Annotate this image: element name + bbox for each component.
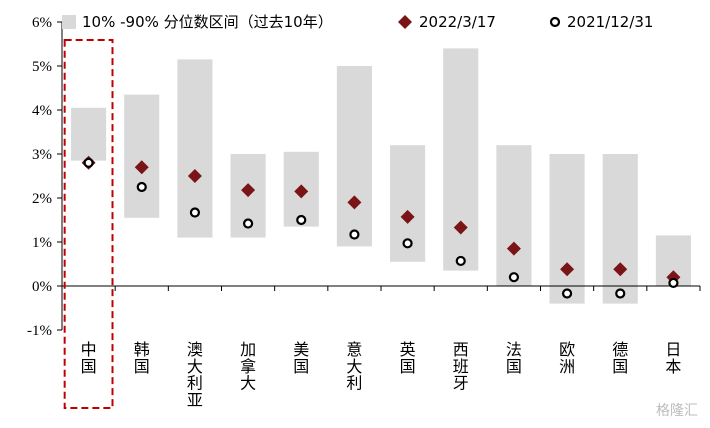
- y-tick-label: -1%: [27, 323, 52, 339]
- circle-point: [189, 207, 201, 218]
- range-bars: [71, 48, 691, 304]
- watermark: 格隆汇: [656, 403, 698, 419]
- legend-swatch-range: [62, 15, 76, 29]
- circle-point: [83, 157, 94, 168]
- y-tick-label: 3%: [32, 147, 52, 163]
- circle-point: [136, 181, 147, 193]
- diamond-point: [453, 220, 468, 235]
- diamond-point: [187, 169, 202, 183]
- circle-point: [402, 238, 413, 249]
- y-tick-label: 6%: [32, 15, 52, 31]
- diamond-point: [134, 160, 149, 175]
- y-tick-labels: 6% 5% 4% 3% 2% 1% 0% -1%: [27, 15, 52, 339]
- diamond-point: [294, 184, 309, 199]
- y-tick-label: 0%: [32, 279, 52, 295]
- highlight-box: [63, 39, 114, 409]
- category-label: 韩国: [134, 340, 150, 376]
- diamond-point: [347, 195, 362, 210]
- legend-swatch-circle: [549, 16, 561, 28]
- circle-point: [668, 277, 679, 289]
- y-tick-label: 4%: [32, 103, 52, 119]
- legend-label-range: 10% -90% 分位数区间（过去10年）: [82, 13, 333, 31]
- circle-point: [508, 272, 520, 283]
- circle-point: [561, 288, 573, 299]
- circle-point: [455, 255, 466, 267]
- category-label: 中国: [81, 340, 97, 376]
- legend-label-2021: 2021/12/31: [567, 13, 653, 31]
- range-bar: [336, 66, 372, 247]
- circle-point: [349, 229, 360, 240]
- category-label: 加拿大: [240, 340, 256, 393]
- range-bar: [71, 107, 107, 161]
- legend-swatch-diamond: [398, 15, 412, 29]
- range-bar: [124, 94, 160, 218]
- range-bar: [602, 154, 638, 304]
- y-tick-label: 2%: [32, 191, 52, 207]
- category-label: 西班牙: [453, 340, 469, 393]
- circle-point: [615, 288, 626, 299]
- circle-point: [242, 218, 254, 229]
- diamond-point: [613, 262, 628, 277]
- y-tick-label: 5%: [32, 59, 52, 75]
- circle-point: [296, 214, 307, 226]
- highlight-dashed-box: [63, 39, 114, 409]
- y-tick-label: 1%: [32, 235, 52, 251]
- diamond-point: [506, 241, 521, 256]
- category-label: 意大利: [346, 340, 362, 393]
- legend-label-2022: 2022/3/17: [419, 13, 496, 31]
- category-label: 美国: [293, 340, 309, 376]
- diamond-point: [560, 262, 575, 277]
- diamond-point: [400, 209, 415, 224]
- legend: 10% -90% 分位数区间（过去10年） 2022/3/17 2021/12/31: [62, 13, 653, 31]
- category-label: 英国: [400, 340, 416, 376]
- range-bar: [549, 154, 585, 304]
- category-label: 法国: [506, 340, 522, 376]
- category-label: 欧洲: [559, 340, 575, 376]
- diamond-point: [241, 183, 256, 198]
- category-label: 澳大利亚: [187, 340, 203, 409]
- range-bar: [496, 145, 532, 286]
- category-label: 德国: [612, 340, 628, 376]
- category-labels: 中国 韩国 澳大利亚 加拿大 美国 意大利 英国 西班牙 法国 欧洲 德国 日本: [81, 340, 682, 409]
- category-label: 日本: [665, 340, 681, 376]
- series-2021-points: [83, 157, 679, 299]
- range-bar: [443, 48, 479, 271]
- axes: [57, 21, 701, 331]
- series-2022-points: [81, 155, 681, 285]
